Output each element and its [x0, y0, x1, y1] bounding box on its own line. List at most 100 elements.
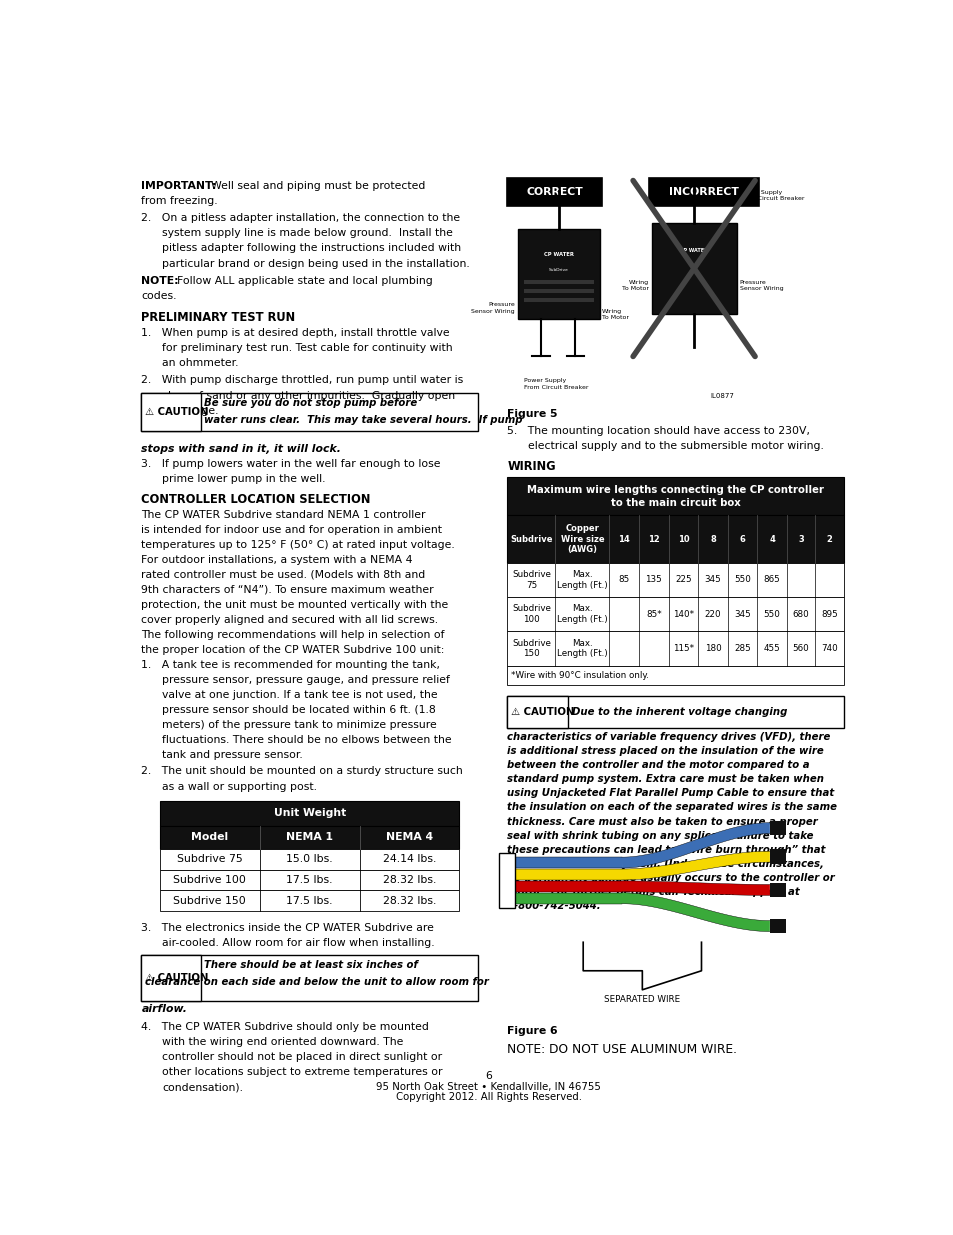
- Text: condensation).: condensation).: [162, 1083, 243, 1093]
- Text: 895: 895: [821, 610, 837, 619]
- Text: Subdrive 75: Subdrive 75: [176, 855, 242, 864]
- Text: Be sure you do not stop pump before: Be sure you do not stop pump before: [204, 398, 417, 409]
- Polygon shape: [515, 881, 621, 892]
- Text: seal with shrink tubing on any splices. Failure to take: seal with shrink tubing on any splices. …: [507, 831, 813, 841]
- Text: NEMA 1: NEMA 1: [286, 832, 333, 842]
- Text: 2.   With pump discharge throttled, run pump until water is: 2. With pump discharge throttled, run pu…: [141, 375, 463, 385]
- Text: controller should not be placed in direct sunlight or: controller should not be placed in direc…: [162, 1052, 442, 1062]
- Text: air-cooled. Allow room for air flow when installing.: air-cooled. Allow room for air flow when…: [162, 939, 435, 948]
- Text: ⚠ CAUTION: ⚠ CAUTION: [511, 708, 574, 718]
- Text: will shut down the system. Under these circumstances,: will shut down the system. Under these c…: [507, 858, 823, 868]
- Text: WIRING: WIRING: [507, 461, 556, 473]
- Text: 3.   The electronics inside the CP WATER Subdrive are: 3. The electronics inside the CP WATER S…: [141, 924, 434, 934]
- Text: 740: 740: [821, 643, 837, 653]
- Text: 8: 8: [709, 535, 715, 543]
- Bar: [507, 697, 567, 729]
- Bar: [769, 850, 785, 864]
- Text: ⚠ CAUTION: ⚠ CAUTION: [145, 406, 209, 416]
- Bar: [160, 802, 459, 826]
- Text: 6: 6: [739, 535, 744, 543]
- Polygon shape: [621, 823, 769, 868]
- Text: particular brand or design being used in the installation.: particular brand or design being used in…: [162, 258, 470, 268]
- Text: NOTE: DO NOT USE ALUMINUM WIRE.: NOTE: DO NOT USE ALUMINUM WIRE.: [507, 1044, 737, 1056]
- Text: Copper
Wire size
(AWG): Copper Wire size (AWG): [560, 524, 603, 555]
- Text: Maximum wire lengths connecting the CP controller
to the main circuit box: Maximum wire lengths connecting the CP c…: [527, 484, 823, 508]
- Bar: [518, 228, 599, 320]
- Text: discharge.: discharge.: [162, 406, 218, 416]
- Text: protection, the unit must be mounted vertically with the: protection, the unit must be mounted ver…: [141, 600, 448, 610]
- Text: is intended for indoor use and for operation in ambient: is intended for indoor use and for opera…: [141, 525, 442, 535]
- Text: Max.
Length (Ft.): Max. Length (Ft.): [557, 604, 607, 624]
- Bar: [507, 666, 842, 684]
- Text: 345: 345: [704, 576, 720, 584]
- Text: *Wire with 90°C insulation only.: *Wire with 90°C insulation only.: [511, 671, 648, 679]
- Bar: [507, 631, 842, 666]
- Polygon shape: [515, 857, 621, 868]
- Bar: [769, 821, 785, 836]
- Text: 865: 865: [763, 576, 780, 584]
- Text: system supply line is made below ground.  Install the: system supply line is made below ground.…: [162, 228, 453, 238]
- Text: IL0877: IL0877: [709, 393, 733, 399]
- Text: no permanent damage usually occurs to the controller or: no permanent damage usually occurs to th…: [507, 873, 834, 883]
- Bar: [141, 955, 200, 1000]
- Text: 1.   When pump is at desired depth, install throttle valve: 1. When pump is at desired depth, instal…: [141, 329, 450, 338]
- Text: pressure sensor, pressure gauge, and pressure relief: pressure sensor, pressure gauge, and pre…: [162, 674, 450, 685]
- Text: CP WATER: CP WATER: [679, 248, 707, 253]
- Text: valve at one junction. If a tank tee is not used, the: valve at one junction. If a tank tee is …: [162, 690, 437, 700]
- Bar: [651, 224, 736, 314]
- Text: 135: 135: [645, 576, 661, 584]
- Text: airflow.: airflow.: [141, 1004, 187, 1014]
- Text: 220: 220: [704, 610, 720, 619]
- Text: SubDrive: SubDrive: [549, 268, 569, 272]
- Polygon shape: [621, 851, 769, 881]
- Text: 14: 14: [618, 535, 629, 543]
- Text: electrical supply and to the submersible motor wiring.: electrical supply and to the submersible…: [528, 441, 823, 451]
- Text: For outdoor installations, a system with a NEMA 4: For outdoor installations, a system with…: [141, 555, 413, 564]
- Text: 5.   The mounting location should have access to 230V,: 5. The mounting location should have acc…: [507, 426, 809, 436]
- Text: Wiring
To Motor: Wiring To Motor: [621, 279, 648, 290]
- Text: Figure 6: Figure 6: [507, 1026, 558, 1036]
- Text: 115*: 115*: [672, 643, 693, 653]
- Polygon shape: [515, 893, 621, 904]
- Text: CORRECT: CORRECT: [526, 186, 582, 196]
- Text: 140*: 140*: [672, 610, 693, 619]
- Text: pressure sensor should be located within 6 ft. (1.8: pressure sensor should be located within…: [162, 705, 436, 715]
- Text: The CP WATER Subdrive standard NEMA 1 controller: The CP WATER Subdrive standard NEMA 1 co…: [141, 510, 425, 520]
- Text: clear of sand or any other impurities.  Gradually open: clear of sand or any other impurities. G…: [162, 390, 455, 400]
- Bar: [160, 848, 459, 869]
- Text: meters) of the pressure tank to minimize pressure: meters) of the pressure tank to minimize…: [162, 720, 436, 730]
- Text: Subdrive
150: Subdrive 150: [512, 638, 550, 658]
- Text: Pressure
Sensor Wiring: Pressure Sensor Wiring: [739, 279, 782, 290]
- Text: the insulation on each of the separated wires is the same: the insulation on each of the separated …: [507, 803, 837, 813]
- Bar: [649, 178, 758, 206]
- Text: rated controller must be used. (Models with 8th and: rated controller must be used. (Models w…: [141, 569, 425, 579]
- Text: 28.32 lbs.: 28.32 lbs.: [382, 895, 436, 906]
- Text: 28.32 lbs.: 28.32 lbs.: [382, 874, 436, 885]
- Text: CONTROLLER LOCATION SELECTION: CONTROLLER LOCATION SELECTION: [141, 494, 371, 506]
- Text: 17.5 lbs.: 17.5 lbs.: [286, 874, 333, 885]
- Text: Figure 5: Figure 5: [507, 409, 558, 419]
- Text: 455: 455: [763, 643, 780, 653]
- Text: 85*: 85*: [645, 610, 661, 619]
- Polygon shape: [621, 881, 769, 895]
- Text: water runs clear.  This may take several hours.  If pump: water runs clear. This may take several …: [204, 415, 522, 425]
- Text: Subdrive
100: Subdrive 100: [512, 604, 550, 624]
- Text: an ohmmeter.: an ohmmeter.: [162, 358, 238, 368]
- Text: 24.14 lbs.: 24.14 lbs.: [382, 855, 436, 864]
- Text: 6: 6: [485, 1071, 492, 1081]
- Text: 3: 3: [798, 535, 803, 543]
- Text: 95 North Oak Street • Kendallville, IN 46755: 95 North Oak Street • Kendallville, IN 4…: [376, 1082, 600, 1092]
- Text: pitless adapter following the instructions included with: pitless adapter following the instructio…: [162, 243, 460, 253]
- Text: 1-800-742-5044.: 1-800-742-5044.: [507, 902, 600, 911]
- Text: Max.
Length (Ft.): Max. Length (Ft.): [557, 571, 607, 589]
- Text: Subdrive: Subdrive: [510, 535, 552, 543]
- Text: standard pump system. Extra care must be taken when: standard pump system. Extra care must be…: [507, 774, 823, 784]
- Bar: [160, 890, 459, 911]
- Text: 180: 180: [704, 643, 720, 653]
- Text: 10: 10: [677, 535, 688, 543]
- Text: Wiring
To Motor: Wiring To Motor: [601, 309, 628, 320]
- Text: thickness. Care must also be taken to ensure a proper: thickness. Care must also be taken to en…: [507, 816, 818, 826]
- Text: Pressure
Sensor Wiring: Pressure Sensor Wiring: [471, 303, 515, 314]
- Bar: [524, 279, 594, 284]
- Text: 2.   On a pitless adapter installation, the connection to the: 2. On a pitless adapter installation, th…: [141, 212, 460, 222]
